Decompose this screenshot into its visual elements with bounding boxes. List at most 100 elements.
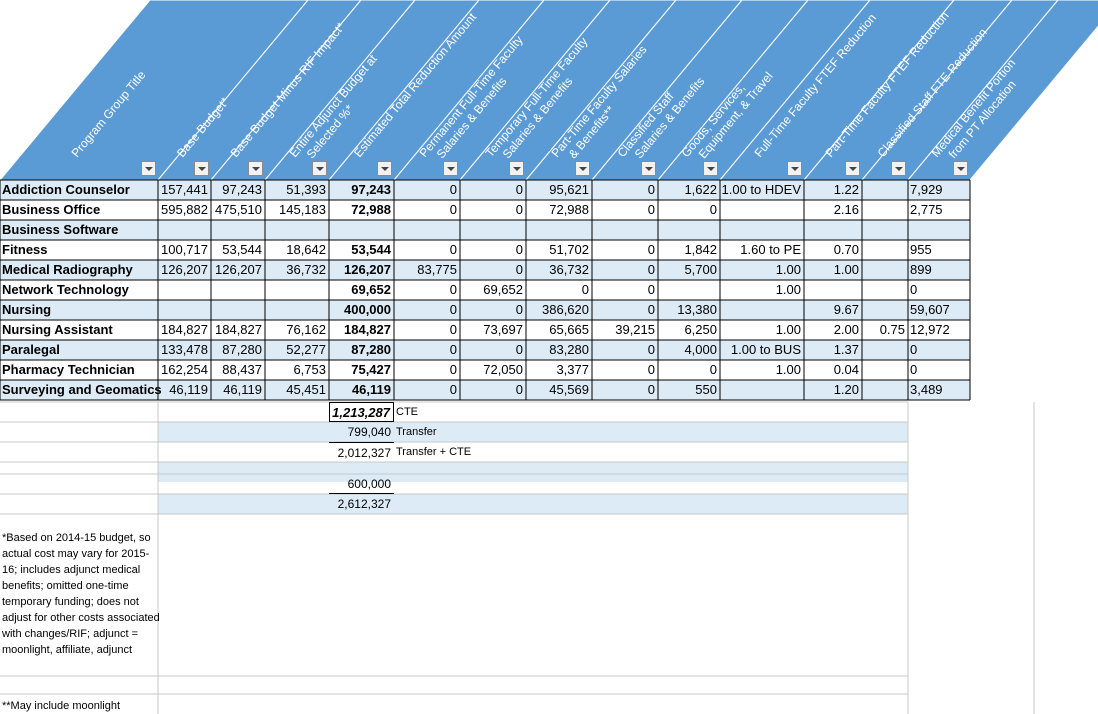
table-cell[interactable]: 0 [647,342,655,357]
row-title[interactable]: Network Technology [2,282,129,297]
table-cell[interactable]: 36,732 [549,262,589,277]
table-cell[interactable] [862,300,908,320]
filter-dropdown-icon[interactable] [141,161,156,176]
table-cell[interactable]: 899 [910,262,932,277]
table-cell[interactable]: 69,652 [351,282,391,297]
table-cell[interactable] [211,220,265,240]
table-cell[interactable]: 0 [449,242,457,257]
table-cell[interactable]: 75,427 [351,362,391,377]
table-cell[interactable]: 0.04 [833,362,859,377]
table-cell[interactable]: 2,775 [910,202,943,217]
table-cell[interactable]: 0 [647,302,655,317]
table-cell[interactable]: 100,717 [161,242,208,257]
row-title[interactable]: Paralegal [2,342,60,357]
table-cell[interactable]: 126,207 [161,262,208,277]
table-cell[interactable]: 0 [910,342,918,357]
table-cell[interactable]: 0.75 [879,322,905,337]
table-cell[interactable]: 51,702 [549,242,589,257]
table-cell[interactable]: 400,000 [344,302,391,317]
table-cell[interactable]: 1.00 [775,262,801,277]
table-cell[interactable]: 4,000 [684,342,717,357]
table-cell[interactable]: 184,827 [215,322,262,337]
table-cell[interactable] [720,300,804,320]
filter-dropdown-icon[interactable] [787,161,802,176]
table-cell[interactable] [329,220,394,240]
table-cell[interactable]: 0 [515,382,523,397]
row-title[interactable]: Medical Radiography [2,262,133,277]
table-cell[interactable]: 475,510 [215,202,262,217]
table-cell[interactable]: 0 [647,182,655,197]
table-cell[interactable]: 0 [515,242,523,257]
table-cell[interactable]: 0 [449,302,457,317]
table-cell[interactable] [592,220,658,240]
table-cell[interactable]: 162,254 [161,362,208,377]
table-cell[interactable] [158,220,211,240]
table-cell[interactable]: 65,665 [549,322,589,337]
table-cell[interactable]: 126,207 [344,262,391,277]
table-cell[interactable]: 59,607 [910,302,950,317]
table-cell[interactable]: 1.00 [775,362,801,377]
table-cell[interactable]: 6,753 [293,362,326,377]
table-cell[interactable]: 0 [647,282,655,297]
row-title[interactable]: Addiction Counselor [2,182,130,197]
table-cell[interactable]: 69,652 [483,282,523,297]
table-cell[interactable]: 0 [449,382,457,397]
table-cell[interactable]: 1.60 to PE [740,242,801,257]
row-title[interactable]: Nursing [2,302,52,317]
table-cell[interactable] [862,380,908,400]
total-cte-value[interactable]: 1,213,287 [329,402,394,422]
table-cell[interactable]: 0 [449,342,457,357]
table-cell[interactable] [720,220,804,240]
table-cell[interactable]: 18,642 [286,242,326,257]
table-cell[interactable]: 0 [515,302,523,317]
table-cell[interactable]: 87,280 [222,342,262,357]
grand-total-value[interactable]: 2,612,327 [337,497,391,511]
table-cell[interactable]: 0 [910,282,918,297]
filter-dropdown-icon[interactable] [377,161,392,176]
table-cell[interactable]: 88,437 [222,362,262,377]
table-cell[interactable]: 0 [515,202,523,217]
table-cell[interactable]: 0 [449,202,457,217]
table-cell[interactable]: 0 [910,362,918,377]
table-cell[interactable]: 72,988 [351,202,391,217]
row-title[interactable]: Surveying and Geomatics [2,382,162,397]
table-cell[interactable] [658,280,720,300]
table-cell[interactable] [862,220,908,240]
table-cell[interactable] [862,240,908,260]
filter-dropdown-icon[interactable] [312,161,327,176]
table-cell[interactable]: 0 [647,382,655,397]
row-title[interactable]: Business Software [2,222,119,237]
table-cell[interactable]: 73,697 [483,322,523,337]
table-cell[interactable]: 1.20 [833,382,859,397]
table-cell[interactable]: 46,119 [169,382,208,397]
row-title[interactable]: Nursing Assistant [2,322,113,337]
table-cell[interactable]: 0.70 [833,242,859,257]
filter-dropdown-icon[interactable] [575,161,590,176]
filter-dropdown-icon[interactable] [641,161,656,176]
table-cell[interactable]: 955 [910,242,932,257]
table-cell[interactable]: 0 [515,342,523,357]
row-title[interactable]: Fitness [2,242,48,257]
table-cell[interactable]: 126,207 [215,262,262,277]
table-cell[interactable]: 52,277 [286,342,326,357]
table-cell[interactable] [862,260,908,280]
table-cell[interactable]: 83,280 [549,342,589,357]
table-cell[interactable]: 595,882 [161,202,208,217]
table-cell[interactable] [460,220,526,240]
table-cell[interactable] [265,300,329,320]
table-cell[interactable] [526,220,592,240]
table-cell[interactable]: 76,162 [286,322,326,337]
table-cell[interactable]: 1.00 [775,322,801,337]
table-cell[interactable]: 1,842 [684,242,717,257]
table-cell[interactable]: 87,280 [351,342,391,357]
table-cell[interactable]: 9.67 [833,302,859,317]
table-cell[interactable]: 51,393 [286,182,326,197]
table-cell[interactable]: 13,380 [677,302,717,317]
table-cell[interactable]: 45,569 [549,382,589,397]
table-cell[interactable] [158,280,211,300]
table-cell[interactable]: 0 [647,262,655,277]
table-cell[interactable]: 2.16 [833,202,859,217]
filter-dropdown-icon[interactable] [953,161,968,176]
table-cell[interactable]: 0 [709,362,717,377]
table-cell[interactable] [394,220,460,240]
